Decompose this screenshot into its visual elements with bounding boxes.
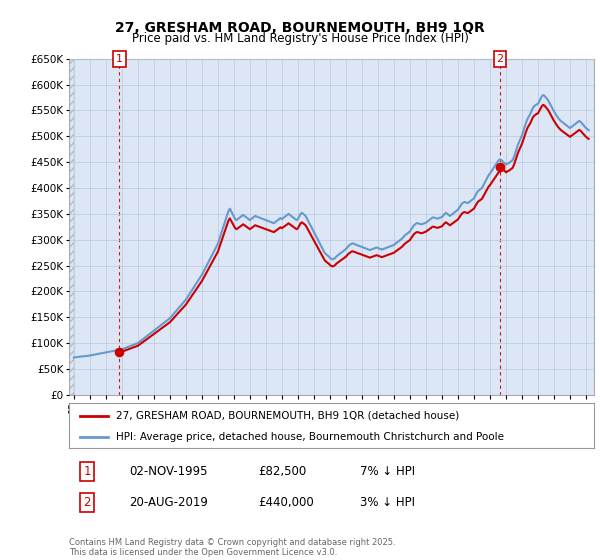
Text: 1: 1: [116, 54, 123, 64]
Text: 2: 2: [496, 54, 503, 64]
Text: 27, GRESHAM ROAD, BOURNEMOUTH, BH9 1QR (detached house): 27, GRESHAM ROAD, BOURNEMOUTH, BH9 1QR (…: [116, 410, 460, 421]
Text: 2: 2: [83, 496, 91, 509]
Point: [495, 163, 505, 172]
Text: £440,000: £440,000: [258, 496, 314, 509]
Text: 02-NOV-1995: 02-NOV-1995: [129, 465, 208, 478]
Text: 3% ↓ HPI: 3% ↓ HPI: [360, 496, 415, 509]
Text: 1: 1: [83, 465, 91, 478]
Text: 20-AUG-2019: 20-AUG-2019: [129, 496, 208, 509]
Text: 7% ↓ HPI: 7% ↓ HPI: [360, 465, 415, 478]
Text: 27, GRESHAM ROAD, BOURNEMOUTH, BH9 1QR: 27, GRESHAM ROAD, BOURNEMOUTH, BH9 1QR: [115, 21, 485, 35]
Text: HPI: Average price, detached house, Bournemouth Christchurch and Poole: HPI: Average price, detached house, Bour…: [116, 432, 504, 442]
Text: Price paid vs. HM Land Registry's House Price Index (HPI): Price paid vs. HM Land Registry's House …: [131, 32, 469, 45]
Point: [115, 348, 124, 357]
Text: Contains HM Land Registry data © Crown copyright and database right 2025.
This d: Contains HM Land Registry data © Crown c…: [69, 538, 395, 557]
Text: £82,500: £82,500: [258, 465, 306, 478]
